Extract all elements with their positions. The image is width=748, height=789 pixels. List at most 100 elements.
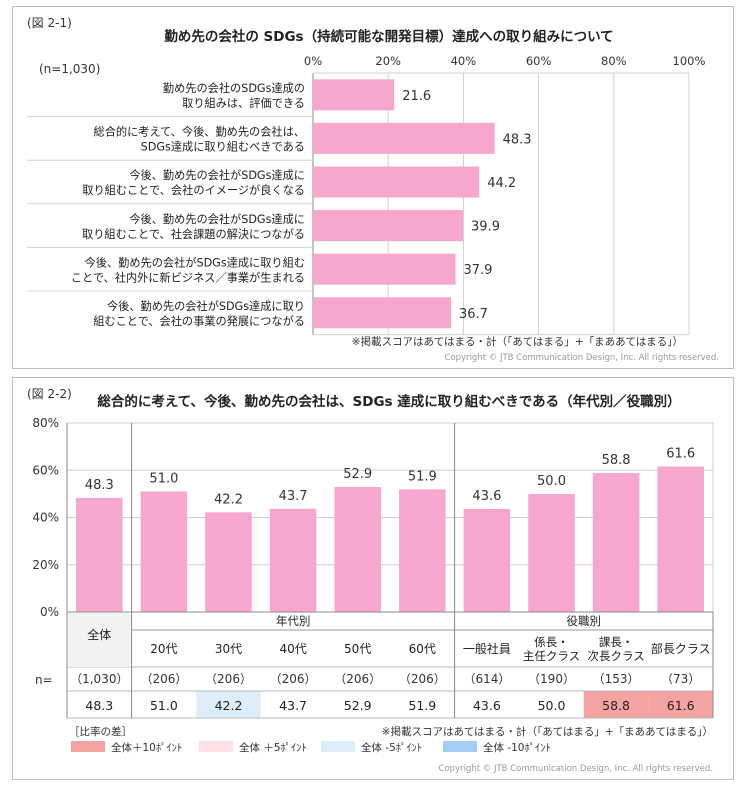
bar-value-label: 37.9 [464, 263, 493, 278]
category-label: 今後、勤め先の会社がSDGs達成に [129, 168, 305, 182]
chart-panel-2-2: (図 2-2) 総合的に考えて、今後、勤め先の会社は、SDGs 達成に取り組むべき… [12, 377, 734, 780]
table-value: 43.6 [473, 698, 501, 713]
chart-title: 総合的に考えて、今後、勤め先の会社は、SDGs 達成に取り組むべきである（年代別… [97, 393, 680, 410]
group-label-age: 年代別 [276, 614, 311, 628]
n-label: n= [35, 673, 53, 687]
footnote: ※掲載スコアはあてはまる・計（「あてはまる」+「まああてはまる」） [352, 335, 683, 348]
table-value: 42.2 [215, 698, 243, 713]
sample-size: (n=1,030) [39, 62, 100, 76]
total-cell-background [68, 613, 131, 667]
n-value: （206） [270, 672, 317, 686]
category-label: 今後、勤め先の会社がSDGs達成に [129, 212, 305, 226]
category-label: 50代 [344, 642, 371, 656]
category-label: 主任クラス [523, 649, 580, 663]
category-label: 40代 [279, 642, 306, 656]
bar [463, 508, 511, 612]
bar [399, 489, 446, 612]
bar-value-label: 61.6 [666, 446, 695, 461]
y-tick-label: 60% [32, 463, 59, 477]
n-value: （206） [140, 672, 187, 686]
bar [313, 122, 495, 154]
n-value: （614） [463, 672, 510, 686]
category-label: 課長・ [599, 635, 634, 649]
bar [313, 166, 480, 198]
table-value: 51.0 [150, 698, 178, 713]
category-label: 30代 [215, 642, 242, 656]
bar [313, 297, 451, 329]
bar-chart-2-1: (図 2-1) 勤め先の会社の SDGs（持続可能な開発目標）達成への取り組みにつ… [27, 16, 719, 363]
n-value: （153） [593, 672, 640, 686]
y-tick-label: 0% [40, 605, 59, 619]
category-label: 60代 [409, 642, 436, 656]
bar-value-label: 21.6 [402, 89, 431, 104]
x-tick-label: 60% [526, 54, 552, 68]
x-tick-label: 80% [601, 54, 627, 68]
category-label: 20代 [150, 642, 177, 656]
footnote: ※掲載スコアはあてはまる・計（「あてはまる」+「まああてはまる」） [382, 725, 713, 738]
category-label: 全体 [87, 627, 111, 642]
table-value: 61.6 [667, 698, 695, 713]
figure-label: (図 2-1) [27, 16, 72, 30]
bar [528, 493, 575, 612]
table-value: 51.9 [408, 698, 436, 713]
category-label: 取り組むことで、会社のイメージが良くなる [82, 183, 305, 197]
n-value: （1,030） [70, 672, 128, 686]
group-label-position: 役職別 [567, 614, 602, 628]
category-label: 今後、勤め先の会社がSDGs達成に取り組む [85, 255, 305, 269]
bar [76, 497, 123, 612]
bar-value-label: 43.7 [279, 489, 308, 504]
bar-value-label: 36.7 [459, 307, 488, 322]
y-tick-label: 80% [32, 416, 59, 430]
bar [313, 210, 464, 242]
bar-value-label: 44.2 [487, 176, 516, 191]
highlight-cell [583, 691, 649, 718]
bar-value-label: 39.9 [471, 220, 500, 235]
n-value: （73） [661, 672, 700, 686]
x-tick-label: 20% [375, 54, 401, 68]
category-label: 一般社員 [463, 641, 511, 656]
bar-value-label: 48.3 [85, 478, 114, 493]
bar [140, 491, 188, 612]
bar-value-label: 43.6 [472, 489, 501, 504]
legend-label: 全体 -10ﾎﾟｲﾝﾄ [483, 741, 551, 754]
table-value: 58.8 [602, 698, 630, 713]
bar [657, 466, 704, 612]
category-label: 総合的に考えて、今後、勤め先の会社は、 [94, 125, 305, 139]
x-tick-label: 100% [673, 54, 706, 68]
category-label: 勤め先の会社のSDGs達成の [163, 81, 305, 95]
bar-value-label: 51.9 [408, 469, 437, 484]
category-label: SDGs達成に取り組むべきである [141, 141, 305, 154]
table-value: 50.0 [538, 698, 566, 713]
bar [592, 473, 640, 612]
bar-value-label: 51.0 [149, 472, 178, 487]
bar-value-label: 50.0 [537, 474, 566, 489]
category-label: 次長クラス [587, 649, 644, 663]
bar [313, 79, 395, 111]
chart-title: 勤め先の会社の SDGs（持続可能な開発目標）達成への取り組みについて [164, 28, 613, 45]
bar-value-label: 52.9 [343, 467, 372, 482]
bar [334, 487, 381, 612]
n-value: （206） [334, 672, 381, 686]
category-label: 今後、勤め先の会社がSDGs達成に取り [107, 299, 305, 313]
n-value: （190） [528, 672, 575, 686]
x-tick-label: 40% [451, 54, 477, 68]
table-value: 52.9 [344, 698, 372, 713]
legend-label: 全体 -5ﾎﾟｲﾝﾄ [361, 741, 422, 754]
n-value: （206） [205, 672, 252, 686]
bar-value-label: 42.2 [214, 492, 243, 507]
legend-label: 全体＋10ﾎﾟｲﾝﾄ [111, 741, 182, 754]
legend-swatch [199, 741, 233, 752]
bar-value-label: 48.3 [503, 132, 532, 147]
chart-panel-2-1: (図 2-1) 勤め先の会社の SDGs（持続可能な開発目標）達成への取り組みにつ… [12, 6, 734, 369]
table-value: 48.3 [85, 698, 113, 713]
copyright: Copyright © JTB Communication Design, In… [445, 353, 719, 363]
figure-label: (図 2-2) [27, 387, 72, 401]
category-label: 取り組みは、評価できる [182, 96, 305, 110]
bar [205, 512, 252, 612]
copyright: Copyright © JTB Communication Design, In… [439, 764, 713, 774]
bar [313, 253, 456, 285]
bar-value-label: 58.8 [602, 453, 631, 468]
category-label: 係長・ [534, 635, 569, 649]
n-value: （206） [399, 672, 446, 686]
y-tick-label: 20% [32, 558, 59, 572]
